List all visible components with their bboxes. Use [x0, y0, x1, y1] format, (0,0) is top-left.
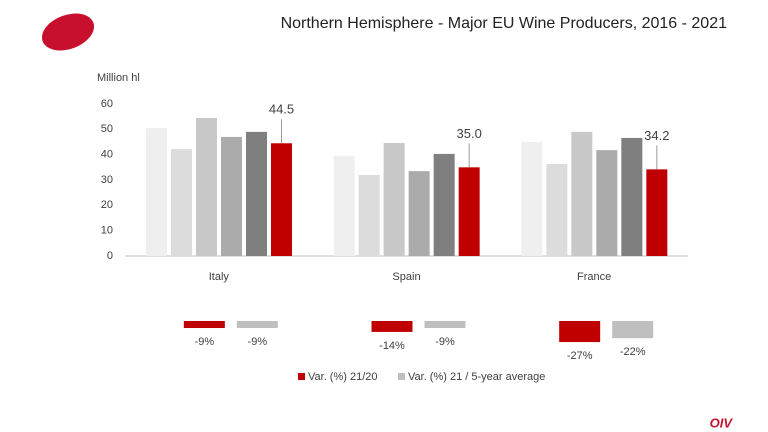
bar — [358, 174, 380, 256]
bar — [221, 136, 242, 256]
y-tick-label: 30 — [101, 174, 113, 186]
bar — [521, 142, 543, 256]
bar — [171, 149, 192, 256]
bar — [646, 169, 668, 256]
bar — [596, 150, 618, 256]
variation-label: -9% — [435, 336, 455, 348]
legend-swatch — [398, 373, 405, 380]
variation-bar — [612, 321, 654, 339]
y-tick-label: 10 — [101, 225, 113, 237]
variation-label: -9% — [248, 336, 268, 348]
legend-swatch — [298, 373, 305, 380]
bar — [246, 131, 267, 256]
bar — [383, 143, 405, 256]
data-label: 44.5 — [269, 102, 294, 117]
legend-label: Var. (%) 21 / 5-year average — [408, 371, 545, 383]
variation-bar — [559, 321, 601, 343]
variation-bar — [371, 321, 413, 332]
bar — [621, 137, 643, 256]
variation-label: -14% — [379, 340, 405, 352]
variation-bar — [236, 321, 278, 329]
x-tick-label: Italy — [209, 271, 230, 283]
bar — [571, 131, 593, 256]
y-tick-label: 40 — [101, 149, 113, 161]
bar — [408, 171, 430, 256]
variation-bar — [424, 321, 466, 329]
bar — [546, 164, 568, 256]
bar — [271, 143, 292, 256]
y-tick-label: 20 — [101, 199, 113, 211]
variation-label: -22% — [620, 346, 646, 358]
data-label: 34.2 — [644, 128, 669, 143]
variation-bar — [183, 321, 225, 329]
variation-label: -9% — [195, 336, 215, 348]
data-label: 35.0 — [457, 126, 482, 141]
bar — [146, 128, 167, 256]
x-tick-label: France — [577, 271, 611, 283]
y-tick-label: 0 — [107, 250, 113, 262]
legend-label: Var. (%) 21/20 — [308, 371, 378, 383]
chart-title: Northern Hemisphere - Major EU Wine Prod… — [281, 15, 728, 32]
y-axis-label: Million hl — [97, 72, 140, 84]
y-tick-label: 50 — [101, 123, 113, 135]
x-tick-label: Spain — [392, 271, 420, 283]
y-tick-label: 60 — [101, 98, 113, 110]
bar — [333, 155, 355, 256]
bar — [458, 167, 480, 256]
bar — [196, 117, 217, 256]
oiv-logo-text: OIV — [710, 415, 734, 430]
logo-shape — [41, 13, 95, 51]
bar — [433, 153, 455, 256]
variation-label: -27% — [567, 350, 593, 362]
